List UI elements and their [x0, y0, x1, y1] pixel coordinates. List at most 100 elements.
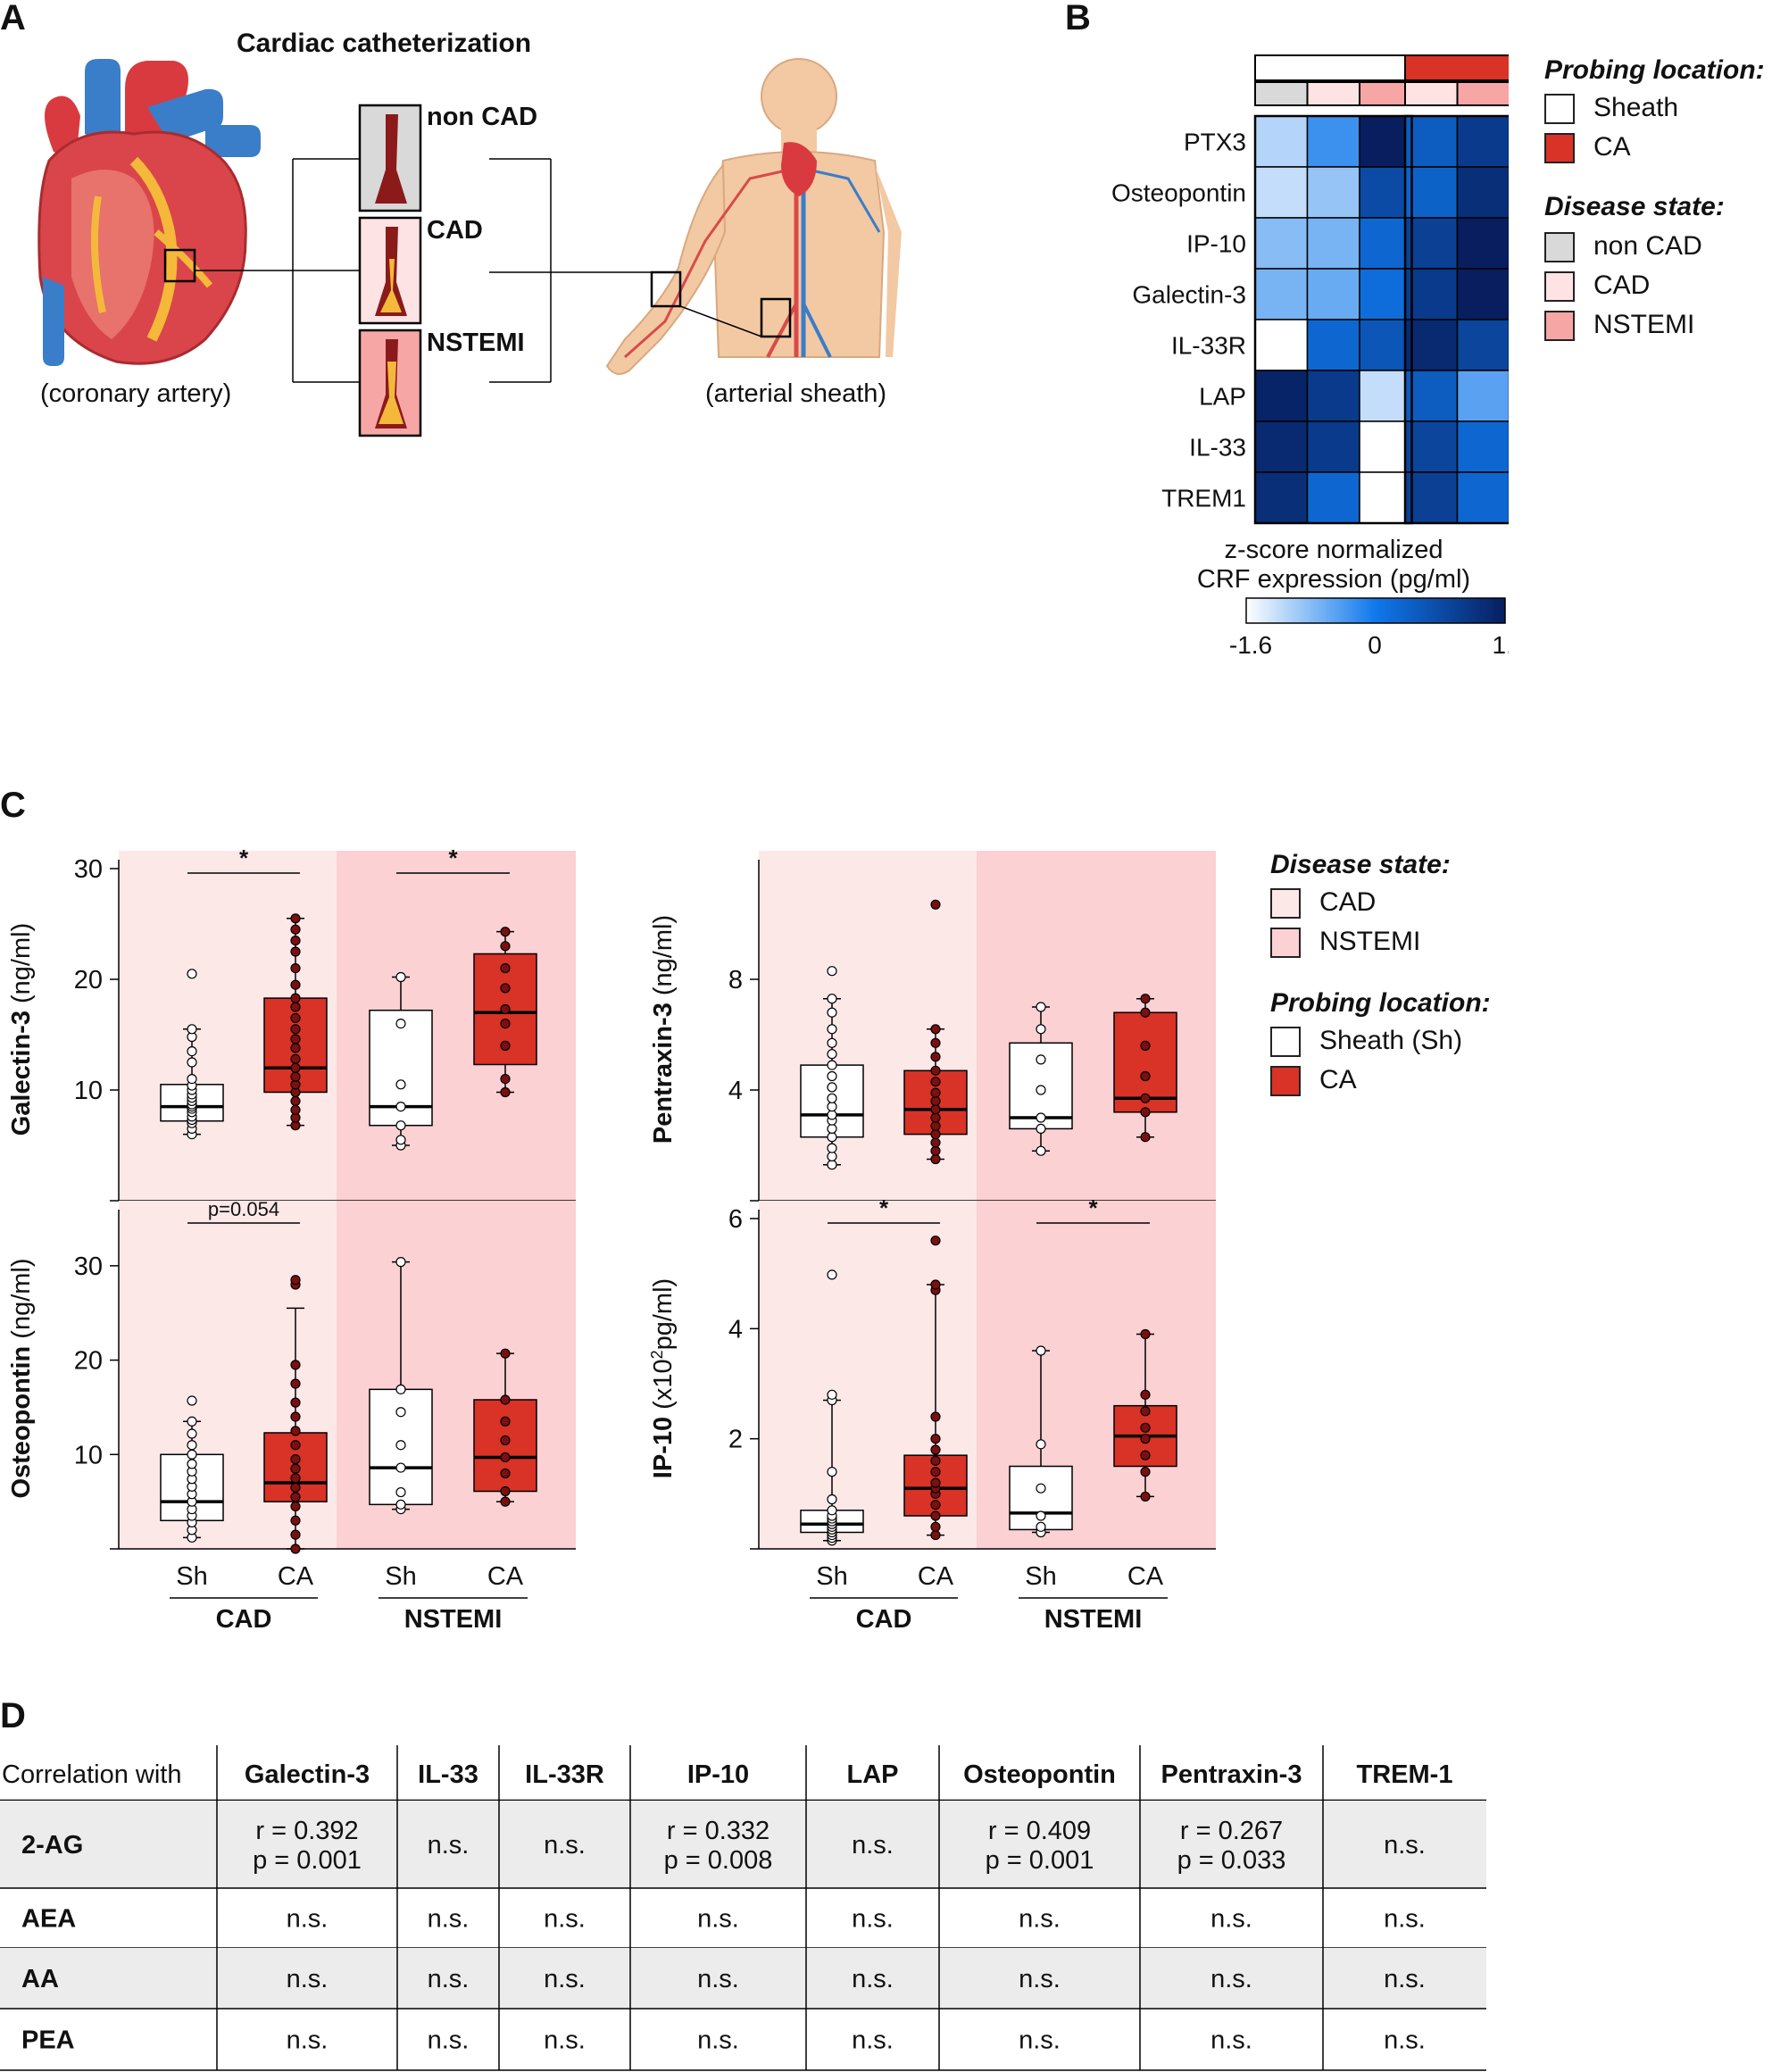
heatmap-cell: [1306, 268, 1360, 320]
heatmap-cell: [1456, 268, 1509, 320]
table-row: PEA n.s. n.s. n.s. n.s. n.s. n.s. n.s. n.s.: [0, 2026, 1486, 2071]
y-axis-label-unit: (x10: [649, 1359, 678, 1409]
heatmap-legend-location-label: CA: [1593, 132, 1631, 162]
table-cell: n.s.: [544, 1831, 586, 1860]
data-point: [827, 1505, 837, 1516]
significance-label: *: [1088, 1194, 1098, 1221]
box-legend-location-title: Probing location:: [1270, 988, 1491, 1018]
box-legend-state-title: Disease state:: [1270, 850, 1451, 879]
colorbar-title-line2: CRF expression (pg/ml): [1197, 565, 1470, 594]
heatmap-legend-state-label: non CAD: [1593, 231, 1702, 261]
heatmap-cell: [1254, 420, 1309, 473]
data-point: [187, 1459, 197, 1469]
y-axis-label: Galectin-3 (ng/ml): [7, 923, 36, 1136]
data-point: [290, 1002, 301, 1012]
data-point: [930, 899, 941, 910]
table-cell: n.s.: [1384, 1965, 1426, 1993]
data-point: [1140, 1132, 1151, 1143]
table-cell: n.s.: [1384, 1905, 1426, 1934]
data-point: [500, 1394, 511, 1405]
data-point: [930, 1521, 941, 1532]
significance-label: p=0.054: [208, 1198, 279, 1220]
data-point: [930, 1236, 941, 1246]
x-tick-label: CA: [918, 1562, 954, 1591]
data-point: [827, 1143, 837, 1153]
data-point: [930, 1529, 941, 1541]
table-cell-p: p = 0.008: [664, 1846, 773, 1875]
table-cell: n.s.: [1384, 2026, 1426, 2055]
table-cell: n.s.: [1210, 1905, 1252, 1934]
heatmap-cell: [1306, 217, 1360, 270]
data-point: [827, 1060, 837, 1070]
data-point: [290, 1515, 301, 1526]
table-cell: n.s.: [544, 1905, 586, 1934]
data-point: [500, 941, 511, 952]
table-cell: n.s.: [1019, 1965, 1061, 1993]
data-point: [930, 1279, 941, 1290]
x-group-label: NSTEMI: [404, 1605, 503, 1634]
data-point: [827, 1082, 837, 1093]
table-header-cell: Pentraxin-3: [1161, 1760, 1302, 1789]
data-point: [1140, 1328, 1151, 1340]
data-point: [290, 1482, 301, 1493]
data-point: [1036, 1024, 1046, 1035]
data-point: [395, 1019, 406, 1029]
table-row: AA n.s. n.s. n.s. n.s. n.s. n.s. n.s. n.s.: [0, 1948, 1486, 2010]
box-legend-location-label: CA: [1319, 1065, 1357, 1094]
header-location-ca: [1404, 54, 1509, 81]
data-point: [1140, 1467, 1151, 1477]
y-axis-label: Pentraxin-3 (ng/ml): [649, 915, 678, 1144]
data-point: [187, 1046, 197, 1057]
data-point: [290, 913, 301, 924]
correlation-table: Correlation with Galectin-3 IL-33 IL-33R IP-…: [0, 1745, 1486, 2071]
data-point: [395, 1462, 406, 1473]
heatmap-cell: [1254, 268, 1309, 320]
heatmap-cell: [1254, 115, 1309, 168]
table-cell-r: r = 0.332: [667, 1817, 770, 1845]
data-point: [290, 1501, 301, 1512]
x-tick-label: Sh: [176, 1562, 207, 1591]
heatmap-legend-location-swatch: [1544, 94, 1575, 124]
data-point: [187, 1395, 197, 1406]
data-point: [290, 1544, 301, 1554]
heatmap-cell: [1359, 166, 1413, 219]
data-point: [500, 1003, 511, 1015]
data-point: [187, 1024, 197, 1035]
data-point: [1036, 1483, 1046, 1494]
data-point: [930, 1510, 941, 1521]
panel-label-c: C: [0, 786, 26, 825]
data-point: [930, 1052, 941, 1062]
heatmap-row-label: Osteopontin: [1111, 179, 1246, 207]
colorbar-max-label: 1.6: [1493, 631, 1509, 659]
category-label-cad: CAD: [427, 216, 483, 245]
table-cell-r: r = 0.392: [255, 1817, 358, 1845]
table-cell: n.s.: [852, 1965, 894, 1993]
data-point: [1036, 1439, 1046, 1450]
heatmap-cell: [1359, 370, 1413, 422]
data-point: [395, 971, 406, 983]
data-point: [1036, 1145, 1046, 1156]
table-header-cell: IL-33R: [525, 1760, 604, 1789]
heatmap-cell: [1359, 217, 1413, 270]
heatmap-cell: [1359, 268, 1413, 320]
heatmap-cell: [1404, 268, 1459, 320]
heatmap-cell: [1359, 420, 1413, 473]
data-point: [827, 1024, 837, 1035]
data-point: [827, 1037, 837, 1048]
data-point: [827, 1102, 837, 1112]
data-point: [1140, 1450, 1151, 1460]
table-cell-r: r = 0.409: [988, 1817, 1091, 1845]
data-point: [290, 1473, 301, 1484]
data-point: [395, 1407, 406, 1418]
y-tick-label: 20: [74, 1347, 103, 1376]
data-point: [1140, 1070, 1151, 1082]
data-point: [500, 1416, 511, 1427]
box-legend-state-swatch: [1270, 928, 1301, 958]
heatmap-cell: [1306, 319, 1360, 371]
data-point: [1036, 1054, 1046, 1065]
table-cell: n.s.: [287, 1965, 329, 1993]
data-point: [1140, 994, 1151, 1004]
table-cell: n.s.: [544, 1965, 586, 1993]
heatmap-cell: [1404, 370, 1459, 422]
